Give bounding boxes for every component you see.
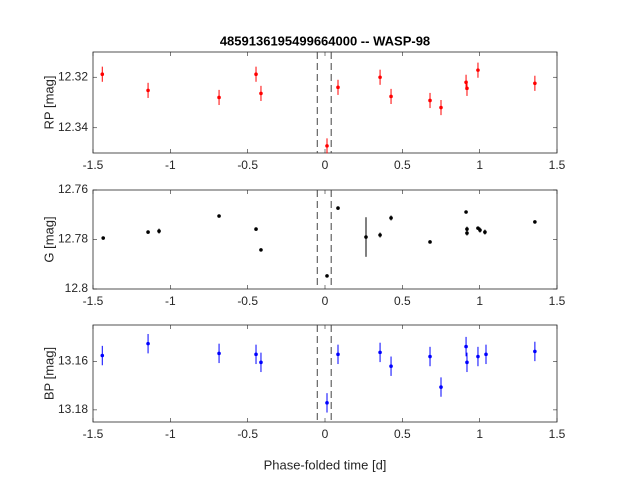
y-tick-label: 12.32	[58, 69, 88, 83]
x-tick-label: -1.5	[83, 294, 104, 308]
x-tick-label: 0.5	[394, 294, 411, 308]
data-point	[336, 352, 340, 357]
data-point	[465, 86, 469, 91]
y-axis-label: BP [mag]	[41, 347, 56, 400]
x-tick-label: 0.5	[394, 427, 411, 441]
data-point	[325, 401, 329, 405]
y-axis-label: RP [mag]	[41, 76, 56, 130]
data-point	[465, 231, 469, 235]
data-point	[100, 72, 105, 77]
x-tick-label: -0.5	[237, 294, 258, 308]
x-tick-label: 1	[476, 294, 483, 308]
y-tick-label: 13.18	[58, 402, 88, 416]
data-point	[259, 91, 263, 96]
data-point	[146, 230, 150, 234]
y-tick-label: 12.78	[58, 232, 88, 246]
data-point	[439, 105, 443, 110]
data-point	[336, 85, 340, 90]
data-point	[464, 344, 468, 349]
x-tick-label: -1	[165, 427, 176, 441]
data-point	[465, 227, 469, 231]
data-point	[217, 351, 221, 356]
data-point	[259, 248, 263, 252]
data-point	[157, 229, 161, 233]
x-tick-label: -0.5	[237, 427, 258, 441]
data-point	[476, 354, 480, 359]
axes-frame	[92, 51, 558, 154]
data-point	[259, 360, 263, 365]
data-point	[254, 72, 258, 77]
y-tick-label: 12.8	[65, 281, 89, 295]
y-tick-label: 12.76	[58, 182, 88, 196]
x-tick-label: 1.5	[549, 294, 566, 308]
data-point	[533, 349, 537, 354]
data-point	[465, 360, 469, 365]
x-tick-label: 0.5	[394, 158, 411, 172]
x-tick-label: 0	[322, 427, 329, 441]
x-tick-label: 0	[322, 158, 329, 172]
data-point	[146, 341, 150, 346]
x-tick-label: -1	[165, 158, 176, 172]
data-point	[476, 68, 480, 72]
data-point	[325, 274, 329, 278]
x-tick-label: 1	[476, 427, 483, 441]
data-point	[378, 350, 382, 355]
axes-frame	[92, 189, 558, 290]
x-tick-label: 0	[322, 294, 329, 308]
y-axis-label: G [mag]	[41, 216, 56, 262]
data-point	[336, 206, 340, 210]
data-point	[378, 75, 382, 80]
axes-frame	[92, 324, 558, 423]
data-point	[439, 385, 443, 389]
data-point	[483, 230, 487, 234]
data-point	[533, 220, 537, 224]
data-point	[100, 353, 105, 358]
x-tick-label: -1	[165, 294, 176, 308]
y-tick-label: 12.34	[58, 120, 88, 134]
data-point	[484, 352, 488, 357]
x-tick-label: -1.5	[83, 427, 104, 441]
data-point	[217, 214, 221, 218]
data-point	[254, 227, 258, 231]
data-point	[378, 233, 382, 237]
data-point	[428, 354, 432, 359]
data-point	[389, 364, 393, 369]
data-point	[533, 81, 537, 86]
data-point	[146, 88, 150, 93]
data-point	[101, 236, 106, 240]
data-point	[464, 210, 468, 214]
data-point	[325, 144, 329, 148]
data-point	[478, 228, 482, 232]
data-point	[254, 352, 258, 357]
data-point	[428, 98, 432, 103]
x-tick-label: -1.5	[83, 158, 104, 172]
x-axis-label: Phase-folded time [d]	[264, 457, 387, 472]
data-point	[389, 94, 393, 99]
data-point	[217, 95, 221, 100]
chart-title: 4859136195499664000 -- WASP-98	[220, 33, 430, 48]
data-point	[428, 240, 432, 244]
x-tick-label: 1.5	[549, 427, 566, 441]
data-point	[389, 216, 393, 220]
x-tick-label: 1.5	[549, 158, 566, 172]
y-tick-label: 13.16	[58, 354, 88, 368]
x-tick-label: 1	[476, 158, 483, 172]
x-tick-label: -0.5	[237, 158, 258, 172]
data-point	[364, 235, 368, 239]
